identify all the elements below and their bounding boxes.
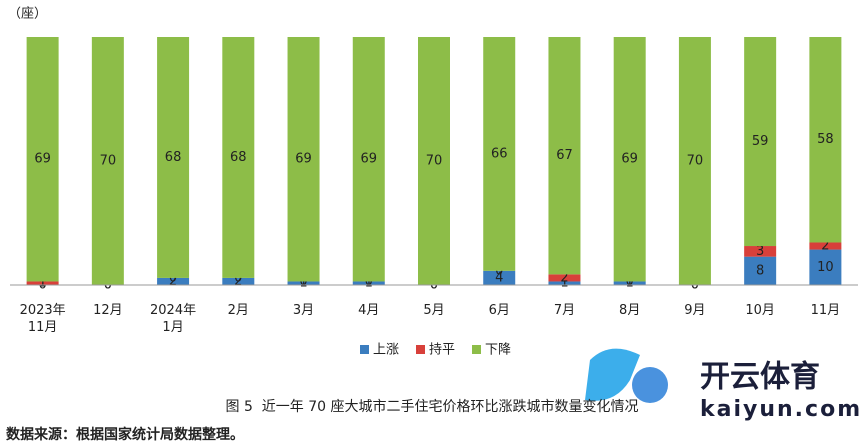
bar-segment (157, 277, 190, 285)
data-label: 2 (560, 270, 568, 285)
x-tick-label: 4月 (358, 303, 380, 318)
x-tick-label: 11月 (810, 303, 841, 318)
x-tick-label: 6月 (488, 303, 510, 318)
x-tick-label: 2024年 1月 (150, 303, 197, 335)
data-label: 69 (295, 152, 312, 167)
legend-label: 持平 (429, 343, 455, 358)
bar-segment (26, 37, 59, 282)
bar-segment (809, 37, 842, 243)
unit-label: （座） (8, 7, 47, 22)
data-label: 2 (169, 274, 177, 289)
bar-segment (418, 37, 450, 285)
data-label: 59 (752, 134, 769, 149)
data-label: 68 (165, 150, 182, 165)
x-tick-label: 8月 (619, 303, 641, 318)
bar-segment (809, 249, 842, 285)
data-label: 1 (560, 276, 568, 291)
legend-label: 下降 (485, 343, 511, 358)
data-label: 70 (426, 154, 443, 169)
watermark-brand: 开云体育 (700, 360, 820, 395)
bar-segment (483, 270, 516, 285)
legend-swatch (416, 345, 425, 354)
data-label: 70 (100, 154, 117, 169)
data-label: 3 (756, 244, 764, 259)
data-label: 10 (817, 260, 834, 275)
watermark-site: kaiyun.com (700, 397, 862, 422)
data-label: 69 (34, 152, 51, 167)
bar-segment (744, 246, 777, 257)
bar-segment (352, 281, 385, 285)
x-tick-label: 5月 (423, 303, 445, 318)
data-label: 66 (491, 146, 508, 161)
x-tick-label: 2月 (227, 303, 249, 318)
legend-swatch (360, 345, 369, 354)
bar-segment (26, 281, 59, 285)
data-label: 0 (495, 263, 503, 278)
data-label: 58 (817, 132, 834, 147)
caption: 图 5 近一年 70 座大城市二手住宅价格环比涨跌城市数量变化情况 (225, 399, 639, 415)
x-tick-label: 9月 (684, 303, 706, 318)
bar-segment (91, 37, 124, 285)
bar-segment (352, 37, 385, 282)
data-label: 1 (299, 276, 307, 291)
source: 数据来源：根据国家统计局数据整理。 (6, 427, 244, 443)
bar-segment (613, 281, 646, 285)
x-tick-label: 2023年 11月 (19, 303, 66, 335)
bar-segment (222, 277, 255, 285)
data-label: 1 (365, 276, 373, 291)
bar-segment (287, 281, 320, 285)
bar-segment (157, 37, 190, 278)
data-label: 69 (621, 152, 638, 167)
x-tick-label: 10月 (745, 303, 775, 318)
x-tick-label: 7月 (553, 303, 576, 318)
bar-segment (548, 37, 581, 275)
data-label: 8 (756, 263, 764, 278)
bar-segment (678, 37, 711, 285)
legend-swatch (472, 345, 481, 354)
data-label: 2 (234, 274, 242, 289)
bar-segment (548, 274, 581, 282)
data-label: 69 (360, 152, 377, 167)
x-tick-label: 12月 (93, 303, 123, 318)
bar-segment (613, 37, 646, 282)
bar-segment (222, 37, 255, 278)
legend-label: 上涨 (373, 343, 399, 358)
bar-segment (548, 281, 581, 285)
data-label: 70 (687, 154, 704, 169)
data-label: 68 (230, 150, 247, 165)
data-label: 67 (556, 148, 573, 163)
bar-segment (287, 37, 320, 282)
bar-segment (744, 256, 777, 285)
bar-segment (483, 37, 516, 271)
data-label: 1 (626, 276, 634, 291)
bar-segment (809, 242, 842, 250)
data-label: 2 (821, 239, 829, 254)
x-tick-label: 3月 (292, 303, 315, 318)
data-label: 4 (495, 270, 503, 285)
watermark-logo (585, 348, 668, 403)
data-label: 1 (38, 276, 46, 291)
bar-segment (744, 37, 777, 247)
